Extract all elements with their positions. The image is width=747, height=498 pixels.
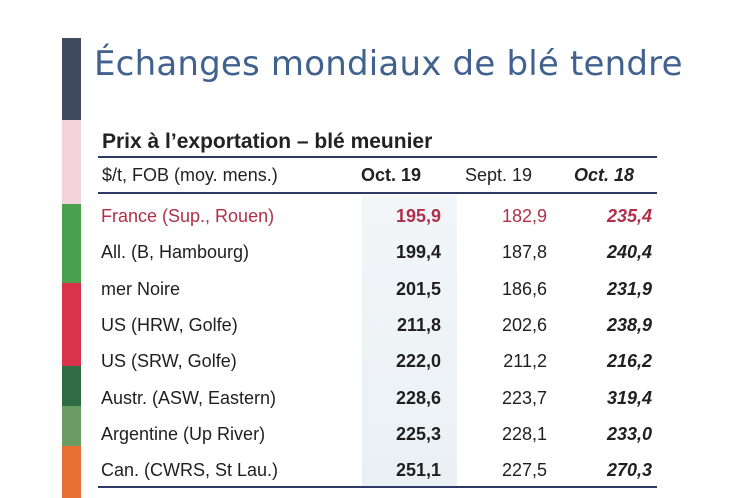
row-label: Can. (CWRS, St Lau.) [101, 460, 279, 480]
color-bar-segment [62, 283, 81, 366]
cell-oct19: 201,5 [395, 279, 441, 299]
table-row: Austr. (ASW, Eastern) 228,6 223,7 319,4 [0, 380, 747, 416]
table-row: mer Noire 201,5 186,6 231,9 [0, 271, 747, 307]
table-row: US (SRW, Golfe) 222,0 211,2 216,2 [0, 343, 747, 379]
cell-oct18: 231,9 [606, 279, 652, 299]
cell-sept19: 211,2 [503, 351, 547, 371]
cell-sept19: 187,8 [501, 242, 547, 262]
cell-sept19: 223,7 [501, 388, 547, 408]
row-label: France (Sup., Rouen) [101, 206, 275, 226]
column-header-unit: $/t, FOB (moy. mens.) [102, 165, 278, 185]
column-header-oct18: Oct. 18 [573, 165, 634, 185]
table-row: All. (B, Hambourg) 199,4 187,8 240,4 [0, 234, 747, 270]
cell-oct18: 235,4 [606, 206, 652, 226]
cell-sept19: 227,5 [501, 460, 547, 480]
page-title: Échanges mondiaux de blé tendre [94, 44, 683, 84]
cell-sept19: 186,6 [501, 279, 547, 299]
column-header-sept19: Sept. 19 [464, 165, 532, 185]
cell-oct18: 319,4 [606, 388, 652, 408]
cell-oct19: 195,9 [395, 206, 441, 226]
cell-sept19: 202,6 [501, 315, 547, 335]
color-bar-segment [62, 446, 81, 498]
color-bar-segment [62, 366, 81, 406]
cell-oct19: 222,0 [395, 351, 441, 371]
cell-oct19: 211,8 [396, 315, 441, 335]
cell-sept19: 182,9 [501, 206, 547, 226]
row-label: Austr. (ASW, Eastern) [101, 388, 277, 408]
cell-oct18: 240,4 [606, 242, 652, 262]
row-label: mer Noire [101, 279, 181, 299]
row-label: US (SRW, Golfe) [101, 351, 237, 371]
cell-oct18: 238,9 [606, 315, 652, 335]
table-row: France (Sup., Rouen) 195,9 182,9 235,4 [0, 198, 747, 234]
color-bar-segment [62, 38, 81, 120]
color-bar-segment [62, 406, 81, 446]
column-header-oct19: Oct. 19 [360, 165, 421, 185]
color-bar-segment [62, 204, 81, 283]
side-color-bar [62, 38, 81, 498]
table-bottom-rule [98, 486, 657, 488]
row-label: US (HRW, Golfe) [101, 315, 238, 335]
cell-sept19: 228,1 [501, 424, 547, 444]
row-label: Argentine (Up River) [101, 424, 266, 444]
cell-oct19: 251,1 [395, 460, 441, 480]
header-bottom-rule [98, 192, 657, 194]
table-subtitle: Prix à l’exportation – blé meunier [102, 130, 433, 153]
table-row: Can. (CWRS, St Lau.) 251,1 227,5 270,3 [0, 452, 747, 488]
row-label: All. (B, Hambourg) [101, 242, 250, 262]
cell-oct19: 225,3 [395, 424, 441, 444]
current-month-shading [362, 195, 457, 487]
cell-oct19: 228,6 [395, 388, 441, 408]
header-top-rule [98, 156, 657, 158]
cell-oct18: 216,2 [606, 351, 652, 371]
table-row: Argentine (Up River) 225,3 228,1 233,0 [0, 416, 747, 452]
cell-oct18: 233,0 [606, 424, 652, 444]
cell-oct19: 199,4 [395, 242, 441, 262]
color-bar-segment [62, 120, 81, 204]
table-row: US (HRW, Golfe) 211,8 202,6 238,9 [0, 307, 747, 343]
cell-oct18: 270,3 [606, 460, 652, 480]
